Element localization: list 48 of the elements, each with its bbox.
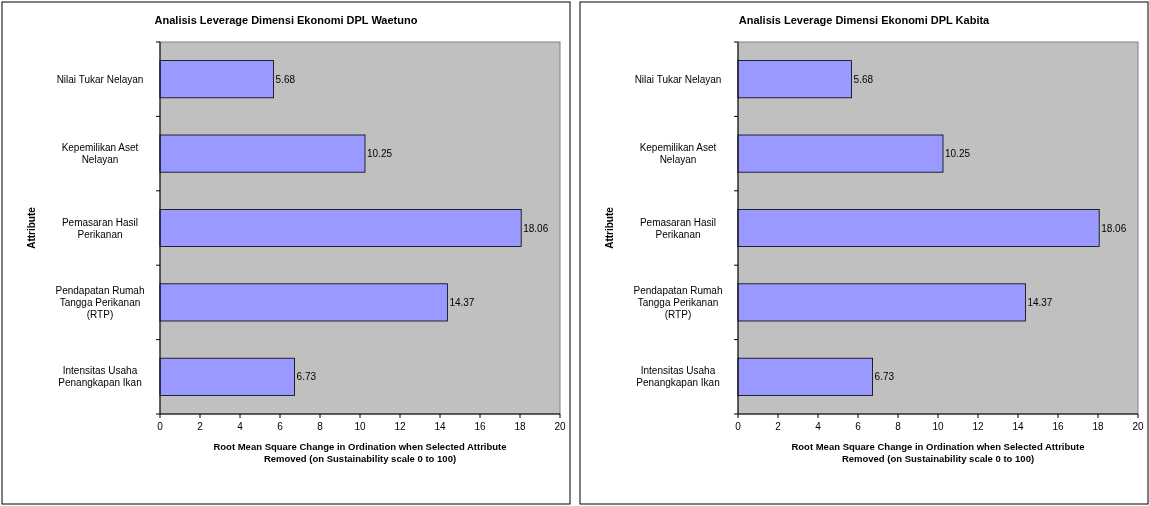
y-tick-label: Kepemilikan Aset Nelayan — [639, 142, 717, 166]
x-tick-label: 12 — [394, 421, 406, 432]
y-tick-label: Pemasaran Hasil Perikanan — [639, 216, 717, 240]
y-tick-label: Pendapatan Rumah Tangga Perikanan (RTP) — [633, 284, 723, 320]
x-tick-label: 2 — [197, 421, 204, 432]
x-tick-label: 4 — [815, 421, 822, 432]
x-tick-label: 12 — [972, 421, 984, 432]
y-tick-label: Intensitas Usaha Penangkapan Ikan — [58, 365, 142, 389]
data-label: 10.25 — [367, 148, 393, 160]
y-axis-title: Attribute — [604, 206, 615, 249]
chart-title: Analisis Leverage Dimensi Ekonomi DPL Waetuno — [154, 14, 418, 26]
data-label: 5.68 — [853, 73, 874, 85]
x-tick-label: 2 — [775, 421, 782, 432]
x-tick-label: 16 — [1052, 421, 1064, 432]
x-tick-label: 14 — [434, 421, 446, 432]
x-tick-label: 14 — [1012, 421, 1024, 432]
data-label: 14.37 — [449, 296, 475, 308]
data-label: 10.25 — [945, 148, 971, 160]
x-tick-label: 10 — [354, 421, 366, 432]
data-label: 14.37 — [1027, 296, 1053, 308]
x-axis-title: Root Mean Square Change in Ordination when Selected Attribute Removed (on Sustainability scale 0 to 100) — [791, 441, 1085, 464]
x-tick-label: 6 — [855, 421, 862, 432]
x-tick-label: 16 — [474, 421, 486, 432]
y-tick-label: Intensitas Usaha Penangkapan Ikan — [636, 365, 720, 389]
data-label: 6.73 — [296, 371, 317, 383]
y-axis-title: Attribute — [26, 206, 37, 249]
x-tick-label: 18 — [514, 421, 526, 432]
y-tick-label: Nilai Tukar Nelayan — [56, 73, 144, 85]
data-label: 18.06 — [523, 222, 549, 234]
x-tick-label: 6 — [277, 421, 284, 432]
y-tick-label: Kepemilikan Aset Nelayan — [61, 142, 139, 166]
data-label: 6.73 — [874, 371, 895, 383]
x-tick-label: 4 — [237, 421, 244, 432]
x-tick-label: 18 — [1092, 421, 1104, 432]
x-tick-label: 10 — [932, 421, 944, 432]
data-label: 18.06 — [1101, 222, 1127, 234]
x-tick-label: 0 — [735, 421, 742, 432]
y-tick-label: Pemasaran Hasil Perikanan — [61, 216, 139, 240]
x-tick-label: 20 — [1132, 421, 1144, 432]
x-tick-label: 8 — [317, 421, 324, 432]
x-axis-title: Root Mean Square Change in Ordination when Selected Attribute Removed (on Sustainability scale 0 to 100) — [213, 441, 507, 464]
chart-title: Analisis Leverage Dimensi Ekonomi DPL Kabita — [738, 14, 991, 26]
data-label: 5.68 — [275, 73, 296, 85]
x-tick-label: 8 — [895, 421, 902, 432]
x-tick-label: 20 — [554, 421, 566, 432]
x-tick-label: 0 — [157, 421, 164, 432]
y-tick-label: Pendapatan Rumah Tangga Perikanan (RTP) — [55, 284, 145, 320]
y-tick-label: Nilai Tukar Nelayan — [634, 73, 722, 85]
